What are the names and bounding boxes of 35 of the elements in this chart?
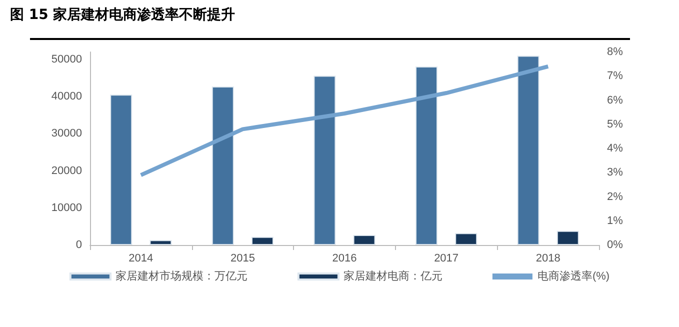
y2-tick-label: 1% [607, 214, 624, 227]
bar [314, 76, 336, 245]
x-tick-label: 2015 [230, 252, 255, 264]
x-tick-label: 2014 [128, 252, 154, 264]
y2-tick-label: 6% [607, 94, 624, 106]
legend-label: 家居建材市场规模：万亿元 [115, 270, 248, 282]
bar [110, 94, 132, 245]
y2-tick-label: 5% [607, 118, 624, 130]
y-tick-label: 40000 [51, 90, 82, 103]
legend-label: 电商渗透率(%) [537, 270, 610, 282]
bar [150, 240, 172, 245]
x-tick-label: 2017 [434, 252, 459, 264]
y2-tick-label: 8% [607, 46, 624, 58]
bar [252, 236, 274, 245]
y-tick-label: 20000 [51, 164, 82, 177]
y-tick-label: 30000 [51, 128, 82, 140]
x-tick-label: 2018 [536, 252, 560, 264]
y2-tick-label: 7% [607, 70, 624, 82]
line-series [138, 64, 550, 178]
y2-tick-label: 3% [607, 166, 624, 179]
legend-label: 家居建材电商：亿元 [343, 270, 442, 282]
y2-tick-label: 0% [607, 239, 624, 251]
y-tick-label: 10000 [51, 202, 82, 214]
bar [212, 86, 234, 245]
bar [353, 234, 376, 245]
y2-tick-label: 2% [607, 190, 624, 203]
bar [455, 233, 478, 245]
bar [556, 230, 579, 245]
x-tick-label: 2016 [332, 252, 357, 264]
y-tick-label: 50000 [51, 53, 82, 66]
y2-tick-label: 4% [607, 142, 624, 154]
bar [416, 66, 438, 245]
bar [517, 56, 540, 245]
y-tick-label: 0 [76, 239, 82, 251]
chart-title: 图 15 家居建材电商渗透率不断提升 [10, 6, 236, 24]
